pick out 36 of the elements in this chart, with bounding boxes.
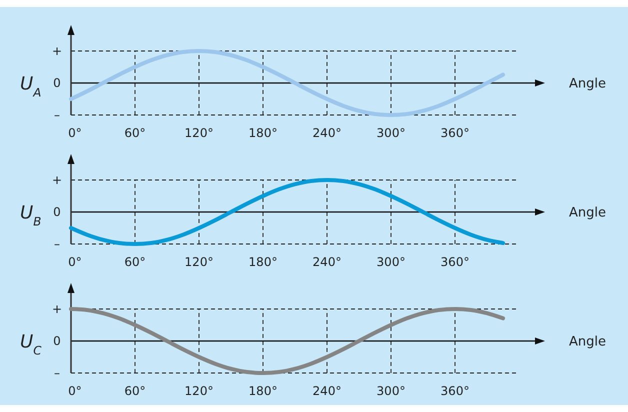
x-tick-label: 240° xyxy=(312,384,342,398)
x-tick-label: 60° xyxy=(124,384,146,398)
x-tick-label: 360° xyxy=(440,384,470,398)
y-axis-title: U$_{C}$ xyxy=(20,331,42,358)
x-tick-label: 60° xyxy=(124,255,146,269)
x-tick-label: 300° xyxy=(376,126,406,140)
x-tick-label: 300° xyxy=(376,255,406,269)
x-tick-label: 120° xyxy=(184,384,214,398)
ref-line-label: – xyxy=(54,366,60,380)
y-axis-title: U$_{A}$ xyxy=(20,73,42,100)
x-tick-label: 180° xyxy=(248,126,278,140)
x-tick-label: 360° xyxy=(440,126,470,140)
x-tick-label: 60° xyxy=(124,126,146,140)
x-tick-label: 360° xyxy=(440,255,470,269)
x-tick-label: 120° xyxy=(184,255,214,269)
ref-line-label: 0 xyxy=(53,334,61,348)
x-tick-label: 300° xyxy=(376,384,406,398)
x-tick-label: 180° xyxy=(248,255,278,269)
ref-line-label: 0 xyxy=(53,205,61,220)
x-tick-label: 0° xyxy=(68,126,82,140)
ref-line-label: – xyxy=(54,237,60,252)
ref-line-label: + xyxy=(52,173,62,188)
x-axis-title: Angle xyxy=(569,206,606,221)
x-axis-title: Angle xyxy=(569,76,606,92)
x-tick-label: 180° xyxy=(248,384,278,398)
x-tick-label: 120° xyxy=(184,126,214,140)
x-tick-label: 240° xyxy=(312,126,342,140)
ref-line-label: – xyxy=(54,108,60,122)
x-axis-title: Angle xyxy=(569,334,606,350)
ref-line-label: + xyxy=(52,302,62,316)
x-tick-label: 0° xyxy=(68,384,82,398)
ref-line-label: 0 xyxy=(53,76,61,90)
ref-line-label: + xyxy=(52,44,62,58)
x-tick-label: 240° xyxy=(312,255,342,269)
x-tick-label: 0° xyxy=(68,255,82,269)
y-axis-title: U$_{B}$ xyxy=(20,202,42,228)
